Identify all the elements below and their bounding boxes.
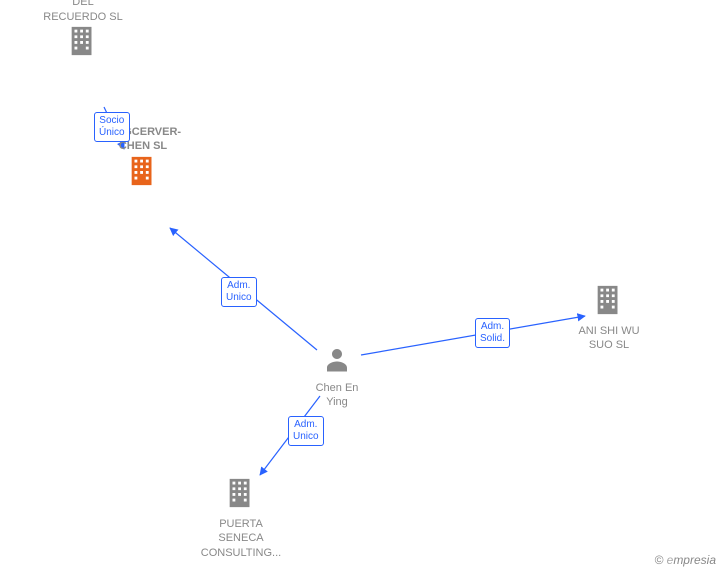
edge-label: Adm.Unico: [221, 277, 257, 307]
edge-label: SocioÚnico: [94, 112, 130, 142]
brand-name: mpresia: [673, 553, 716, 567]
building-icon: [191, 476, 291, 515]
edge-label: Adm.Solid.: [475, 318, 510, 348]
edge-label: Adm.Unico: [288, 416, 324, 446]
building-icon: [93, 154, 193, 193]
node-fonda[interactable]: LA FONDADELRECUERDO SL: [33, 0, 133, 63]
node-label: Chen EnYing: [287, 381, 387, 410]
node-label: ANI SHI WUSUO SL: [559, 324, 659, 353]
building-icon: [559, 283, 659, 322]
node-puerta[interactable]: PUERTASENECACONSULTING...: [191, 476, 291, 560]
building-icon: [33, 24, 133, 63]
person-icon: [287, 344, 387, 379]
watermark: © empresia: [654, 553, 716, 567]
copyright-symbol: ©: [654, 553, 663, 567]
edge-line: [361, 316, 585, 355]
node-label: PUERTASENECACONSULTING...: [191, 517, 291, 560]
node-label: LA FONDADELRECUERDO SL: [33, 0, 133, 24]
node-anishi[interactable]: ANI SHI WUSUO SL: [559, 283, 659, 353]
node-chen[interactable]: Chen EnYing: [287, 344, 387, 410]
